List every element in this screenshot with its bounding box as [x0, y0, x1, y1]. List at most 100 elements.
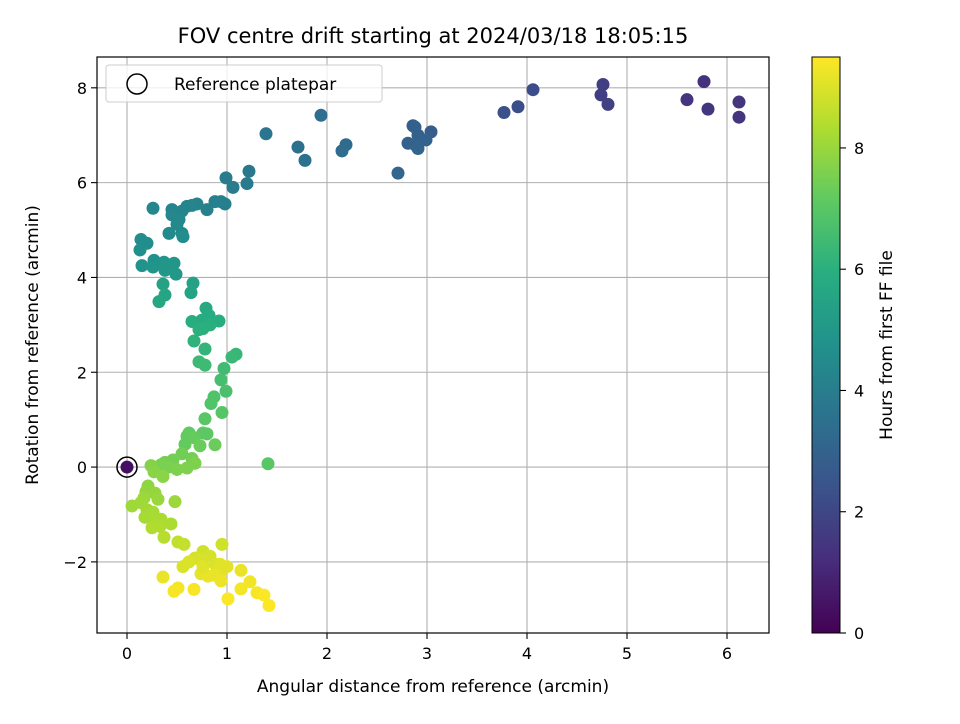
y-tick-label: 6 [77, 174, 87, 193]
x-tick-label: 4 [522, 644, 532, 663]
scatter-point [146, 201, 160, 215]
scatter-point [234, 582, 248, 596]
scatter-point [192, 323, 206, 337]
scatter-point [157, 530, 171, 544]
scatter-point [335, 144, 349, 158]
scatter-point [200, 427, 214, 441]
scatter-point [187, 334, 201, 348]
scatter-point [162, 226, 176, 240]
scatter-point [391, 166, 405, 180]
scatter-point [697, 75, 711, 89]
scatter-point [146, 260, 160, 274]
y-tick-label: −2 [63, 553, 87, 572]
scatter-point [214, 373, 228, 387]
legend-box [105, 64, 383, 103]
x-axis-label: Angular distance from reference (arcmin) [257, 677, 609, 697]
scatter-point [167, 584, 181, 598]
y-tick-label: 4 [77, 268, 87, 287]
scatter-point [208, 438, 222, 452]
scatter-point [198, 342, 212, 356]
scatter-point [184, 286, 198, 300]
reference-marker [116, 456, 138, 478]
colorbar-tick-label: 2 [854, 503, 864, 522]
x-axis-ticks: 0 1 2 3 4 5 6 [122, 633, 732, 663]
grid-lines [97, 57, 769, 633]
scatter-point [314, 108, 328, 122]
scatter-point [156, 470, 170, 484]
scatter-point [511, 100, 525, 114]
x-tick-label: 1 [222, 644, 232, 663]
x-tick-label: 6 [722, 644, 732, 663]
scatter-point [259, 127, 273, 141]
scatter-point [182, 555, 196, 569]
scatter-point [497, 105, 511, 119]
y-tick-label: 2 [77, 363, 87, 382]
scatter-point [221, 592, 235, 606]
scatter-point [225, 350, 239, 364]
scatter-point [214, 574, 228, 588]
scatter-point [526, 83, 540, 97]
scatter-point [151, 492, 165, 506]
scatter-point [133, 243, 147, 257]
scatter-point [732, 110, 746, 124]
scatter-point [594, 88, 608, 102]
colorbar-tick-label: 6 [854, 260, 864, 279]
scatter-point [198, 412, 212, 426]
scatter-point [601, 97, 615, 111]
colorbar-tick-label: 4 [854, 381, 864, 400]
scatter-point [257, 588, 271, 602]
chart-title: FOV centre drift starting at 2024/03/18 … [178, 24, 689, 48]
data-points [125, 75, 746, 613]
scatter-point [243, 575, 257, 589]
scatter-point [196, 560, 210, 574]
reference-ring [116, 456, 138, 478]
scatter-point [176, 230, 190, 244]
colorbar: 0 2 4 6 8 Hours from first FF file [811, 56, 897, 643]
scatter-point [234, 563, 248, 577]
y-axis-ticks: −2 0 2 4 6 8 [63, 79, 97, 572]
scatter-point [215, 537, 229, 551]
scatter-point [200, 203, 214, 217]
scatter-point [411, 141, 425, 155]
scatter-point [156, 570, 170, 584]
legend-marker-icon [126, 73, 148, 95]
scatter-point [701, 102, 715, 116]
scatter-point [204, 397, 218, 411]
scatter-point [215, 406, 229, 420]
scatter-point [135, 259, 149, 273]
scatter-point [217, 361, 231, 375]
y-axis-label: Rotation from reference (arcmin) [23, 205, 43, 485]
scatter-point [188, 456, 202, 470]
plot-frame [96, 56, 770, 634]
scatter-point [198, 358, 212, 372]
scatter-point [262, 599, 276, 613]
scatter-point [596, 77, 610, 91]
scatter-point [419, 133, 433, 147]
scatter-point [152, 295, 166, 309]
reference-point [120, 460, 134, 474]
colorbar-tick-label: 0 [854, 624, 864, 643]
scatter-point [168, 495, 182, 509]
scatter-point [208, 195, 222, 209]
colorbar-tick-label: 8 [854, 139, 864, 158]
x-tick-label: 0 [122, 644, 132, 663]
scatter-point [138, 510, 152, 524]
scatter-point [732, 95, 746, 109]
scatter-point [158, 263, 172, 277]
colorbar-ticks: 0 2 4 6 8 [840, 139, 864, 643]
scatter-point [218, 197, 232, 211]
x-tick-label: 3 [422, 644, 432, 663]
y-tick-label: 0 [77, 458, 87, 477]
x-tick-label: 5 [622, 644, 632, 663]
y-tick-label: 8 [77, 79, 87, 98]
scatter-point [156, 277, 170, 291]
scatter-point [291, 140, 305, 154]
x-tick-label: 2 [322, 644, 332, 663]
scatter-point [193, 439, 207, 453]
scatter-point [185, 198, 199, 212]
legend-entry-label: Reference platepar [174, 75, 336, 95]
scatter-point [219, 171, 233, 185]
scatter-point [298, 153, 312, 167]
scatter-point [177, 537, 191, 551]
